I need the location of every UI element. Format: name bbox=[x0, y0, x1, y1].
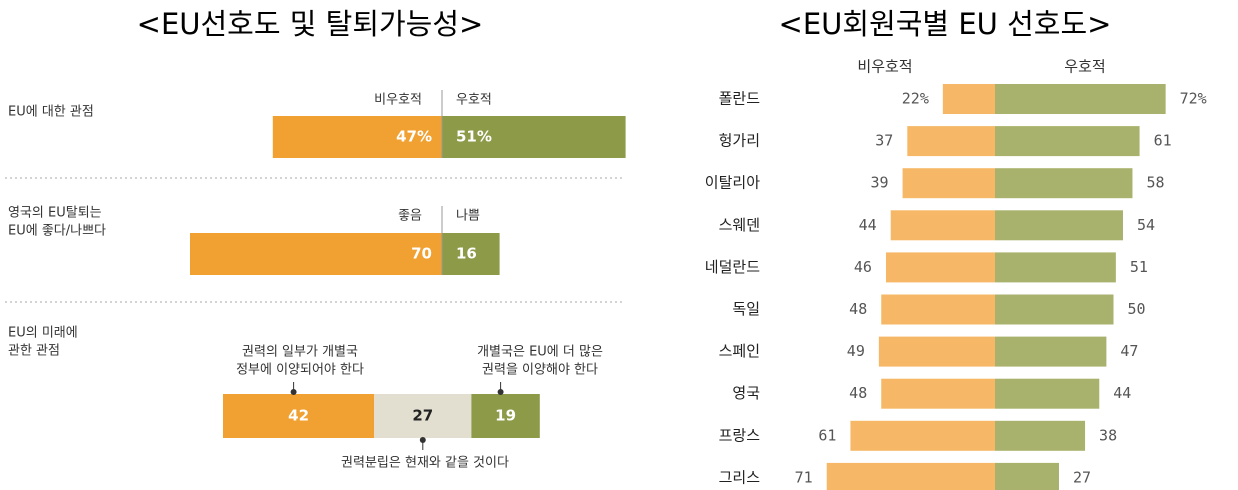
value-label: 54 bbox=[1137, 216, 1155, 234]
value-label: 47% bbox=[396, 128, 432, 146]
annotation: 권력의 일부가 개별국 bbox=[242, 345, 358, 360]
category-label: 스페인 bbox=[719, 342, 760, 360]
row-label: 관한 관점 bbox=[8, 344, 60, 359]
category-label: 독일 bbox=[732, 300, 760, 318]
value-label: 44 bbox=[1113, 384, 1131, 402]
value-label: 16 bbox=[456, 245, 477, 263]
bar bbox=[881, 294, 995, 325]
bar bbox=[995, 168, 1133, 199]
category-label: 프랑스 bbox=[719, 426, 761, 444]
bar bbox=[995, 462, 1059, 490]
segment-header: 나쁨 bbox=[456, 209, 480, 224]
value-label: 38 bbox=[1099, 426, 1117, 444]
row-label: EU에 좋다/나쁘다 bbox=[8, 224, 106, 239]
value-label: 51 bbox=[1130, 258, 1148, 276]
value-label: 61 bbox=[1154, 132, 1172, 150]
category-label: 네덜란드 bbox=[705, 258, 760, 276]
value-label: 72% bbox=[1180, 90, 1207, 108]
value-label: 71 bbox=[795, 468, 813, 486]
row-label: EU에 대한 관점 bbox=[8, 105, 94, 120]
category-label: 그리스 bbox=[719, 468, 761, 486]
bar bbox=[995, 336, 1107, 367]
bar bbox=[878, 336, 995, 367]
row-label: EU의 미래에 bbox=[8, 326, 78, 341]
bar bbox=[995, 84, 1166, 114]
annotation-dot bbox=[497, 389, 504, 395]
category-label: 스웨덴 bbox=[719, 216, 760, 234]
value-label: 61 bbox=[818, 426, 836, 444]
bar bbox=[942, 84, 995, 114]
value-label: 42 bbox=[288, 407, 309, 425]
value-label: 22% bbox=[902, 90, 929, 108]
bar bbox=[907, 126, 995, 157]
value-label: 19 bbox=[495, 407, 516, 425]
bar bbox=[885, 252, 995, 283]
bar bbox=[902, 168, 995, 199]
value-label: 39 bbox=[871, 174, 889, 192]
bar bbox=[442, 233, 500, 275]
bar bbox=[374, 394, 472, 438]
value-label: 58 bbox=[1146, 174, 1164, 192]
bar bbox=[995, 378, 1100, 409]
right-title: <EU회원국별 EU 선호도> bbox=[779, 7, 1112, 41]
segment-header: 비우호적 bbox=[374, 93, 422, 108]
segment-header: 우호적 bbox=[456, 93, 492, 108]
bar bbox=[272, 116, 442, 158]
bar bbox=[442, 116, 626, 158]
annotation-dot bbox=[290, 389, 297, 395]
bar bbox=[190, 233, 442, 275]
legend-label: 비우호적 bbox=[857, 58, 912, 76]
annotation: 개별국은 EU에 더 많은 bbox=[477, 345, 603, 360]
category-label: 헝가리 bbox=[719, 132, 760, 150]
value-label: 27 bbox=[412, 407, 433, 425]
value-label: 27 bbox=[1073, 468, 1091, 486]
bar bbox=[995, 210, 1123, 241]
bar bbox=[995, 420, 1086, 451]
legend-label: 우호적 bbox=[1064, 58, 1105, 76]
bar bbox=[881, 378, 995, 409]
annotation: 권력분립은 현재와 같을 것이다 bbox=[341, 456, 509, 471]
category-label: 이탈리아 bbox=[705, 174, 760, 192]
value-label: 49 bbox=[847, 342, 865, 360]
left-title: <EU선호도 및 탈퇴가능성> bbox=[137, 7, 484, 41]
value-label: 51% bbox=[456, 128, 492, 146]
annotation: 권력을 이양해야 한다 bbox=[482, 363, 598, 378]
bar bbox=[471, 394, 540, 438]
bar bbox=[995, 294, 1114, 325]
segment-header: 좋음 bbox=[398, 209, 422, 224]
annotation: 정부에 이양되어야 한다 bbox=[236, 363, 364, 378]
value-label: 70 bbox=[411, 245, 432, 263]
bar bbox=[890, 210, 995, 241]
annotation-dot bbox=[419, 437, 426, 443]
value-label: 47 bbox=[1120, 342, 1138, 360]
value-label: 48 bbox=[849, 300, 867, 318]
category-label: 폴란드 bbox=[719, 90, 761, 108]
value-label: 48 bbox=[849, 384, 867, 402]
bar bbox=[995, 252, 1116, 283]
value-label: 46 bbox=[854, 258, 872, 276]
row-label: 영국의 EU탈퇴는 bbox=[8, 206, 102, 221]
bar bbox=[995, 126, 1140, 157]
bar bbox=[850, 420, 995, 451]
bar bbox=[826, 462, 995, 490]
value-label: 44 bbox=[859, 216, 877, 234]
value-label: 37 bbox=[875, 132, 893, 150]
bar bbox=[223, 394, 375, 438]
category-label: 영국 bbox=[732, 384, 760, 402]
value-label: 50 bbox=[1128, 300, 1146, 318]
